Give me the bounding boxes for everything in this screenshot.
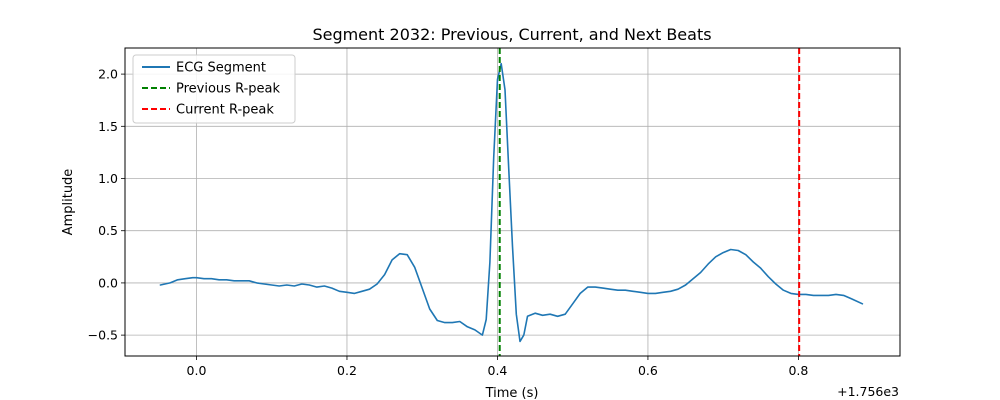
x-offset-label: +1.756e3 [837,384,899,399]
legend-label-ecg-segment: ECG Segment [176,61,266,76]
x-tick-label: 0.0 [187,363,207,378]
legend-label-current-r-peak: Current R-peak [176,103,274,118]
y-axis-label: Amplitude [61,169,76,236]
y-tick-label: 1.0 [98,171,118,186]
ticks: 0.0 0.2 0.4 0.6 0.8 −0.5 0.0 0.5 1.0 1.5 2.0 [88,67,809,378]
x-axis-label: Time (s) [485,386,539,400]
y-tick-label: 0.5 [98,223,118,238]
legend-label-previous-r-peak: Previous R-peak [176,82,280,97]
x-tick-label: 0.8 [788,363,808,378]
y-tick-label: −0.5 [88,328,118,343]
y-tick-label: 0.0 [98,275,118,290]
plot-frame [124,47,901,357]
y-tick-label: 2.0 [98,67,118,82]
series-line-ecg-segment [159,62,864,343]
legend: ECG Segment Previous R-peak Current R-pe… [132,54,296,124]
x-tick-label: 0.6 [638,363,658,378]
series-layer [159,48,864,356]
x-tick-label: 0.4 [488,363,508,378]
x-tick-label: 0.2 [337,363,357,378]
y-tick-label: 1.5 [98,119,118,134]
legend-box [132,54,296,124]
chart-title: Segment 2032: Previous, Current, and Nex… [312,25,711,44]
